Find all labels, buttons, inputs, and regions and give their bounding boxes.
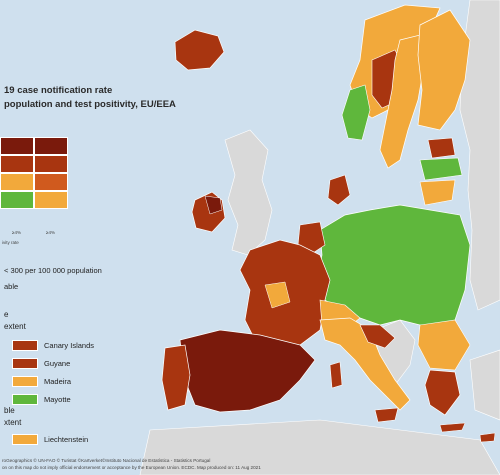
sweden-central — [341, 84, 371, 141]
legend-section1-title: e — [4, 310, 9, 319]
france-orange-region — [264, 281, 291, 309]
cyprus — [479, 432, 496, 443]
greece — [424, 369, 461, 416]
benelux — [297, 221, 326, 256]
matrix-cell — [34, 173, 68, 191]
northern-ireland-dark — [204, 195, 223, 215]
legend-section2-sub: xtent — [4, 418, 22, 427]
legend-note-rate: < 300 per 100 000 population — [4, 266, 102, 275]
romania-bulgaria — [417, 319, 471, 371]
legend-item-label: Liechtenstein — [44, 435, 89, 444]
legend-swatch — [12, 340, 38, 351]
matrix-cell — [34, 191, 68, 209]
great-britain — [224, 129, 273, 256]
portugal — [161, 344, 191, 411]
croatia-slovenia — [359, 324, 396, 349]
matrix-cell — [0, 191, 34, 209]
legend-title: 19 case notification rate population and… — [4, 84, 176, 112]
legend-swatch — [12, 434, 38, 445]
matrix-axis-left: ≥4% — [12, 230, 21, 235]
legend-swatch — [12, 376, 38, 387]
matrix-cell — [0, 155, 34, 173]
legend-title-line2: population and test positivity, EU/EEA — [4, 99, 176, 110]
footer-disclaimer: on on this map do not imply official end… — [2, 465, 261, 470]
legend-swatch — [12, 394, 38, 405]
legend-note-data: able — [4, 282, 19, 291]
legend-item-label: Madeira — [44, 377, 72, 386]
latvia — [419, 157, 463, 181]
finland — [417, 9, 471, 131]
iceland — [174, 29, 225, 71]
turkey — [469, 349, 500, 421]
legend-title-line1: 19 case notification rate — [4, 85, 113, 96]
legend-swatch — [12, 358, 38, 369]
matrix-axis-caption: ivity rate — [2, 240, 19, 245]
estonia — [427, 137, 456, 159]
sicily — [374, 407, 399, 423]
matrix-cell — [0, 173, 34, 191]
crete — [439, 422, 466, 433]
spain — [179, 329, 316, 413]
denmark — [327, 174, 351, 206]
lithuania — [419, 179, 456, 206]
footer-credits: roGeographics © UN-FAO © Turistat ©Kartv… — [2, 458, 211, 463]
matrix-cell — [0, 137, 34, 155]
matrix-cell — [34, 137, 68, 155]
matrix-cell — [34, 155, 68, 173]
legend-item-label: Mayotte — [44, 395, 71, 404]
sardinia — [329, 361, 343, 389]
matrix-axis-right: ≥4% — [46, 230, 55, 235]
legend-item-label: Canary Islands — [44, 341, 95, 350]
legend-section2-title: ble — [4, 406, 15, 415]
north-africa — [139, 419, 500, 475]
legend-section1-sub: extent — [4, 322, 26, 331]
legend-item-label: Guyane — [44, 359, 71, 368]
